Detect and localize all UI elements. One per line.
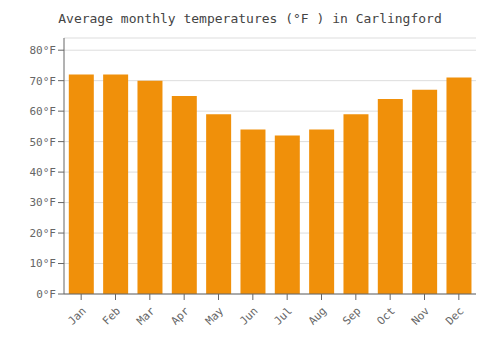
svg-text:May: May [203,304,227,328]
svg-text:Jan: Jan [66,304,89,327]
svg-text:20°F: 20°F [30,227,57,240]
html-text:Average monthly temperatures (: Average monthly temperatures (°F ) in Ca… [58,11,442,26]
svg-text:Jul: Jul [272,304,295,327]
svg-text:Sep: Sep [340,304,363,327]
svg-text:Mar: Mar [134,304,158,328]
svg-text:Nov: Nov [409,304,433,328]
svg-text:Dec: Dec [443,304,466,327]
svg-text:Apr: Apr [169,304,193,328]
svg-text:Jun: Jun [237,304,260,327]
svg-text:50°F: 50°F [30,136,57,149]
svg-text:10°F: 10°F [30,257,57,270]
svg-text:Aug: Aug [306,304,329,327]
svg-text:30°F: 30°F [30,196,57,209]
svg-text:80°F: 80°F [30,44,57,57]
svg-text:Feb: Feb [100,304,123,327]
svg-text:0°F: 0°F [36,288,56,301]
svg-text:40°F: 40°F [30,166,57,179]
svg-text:70°F: 70°F [30,75,57,88]
svg-text:Oct: Oct [375,304,398,327]
svg-text:60°F: 60°F [30,105,57,118]
